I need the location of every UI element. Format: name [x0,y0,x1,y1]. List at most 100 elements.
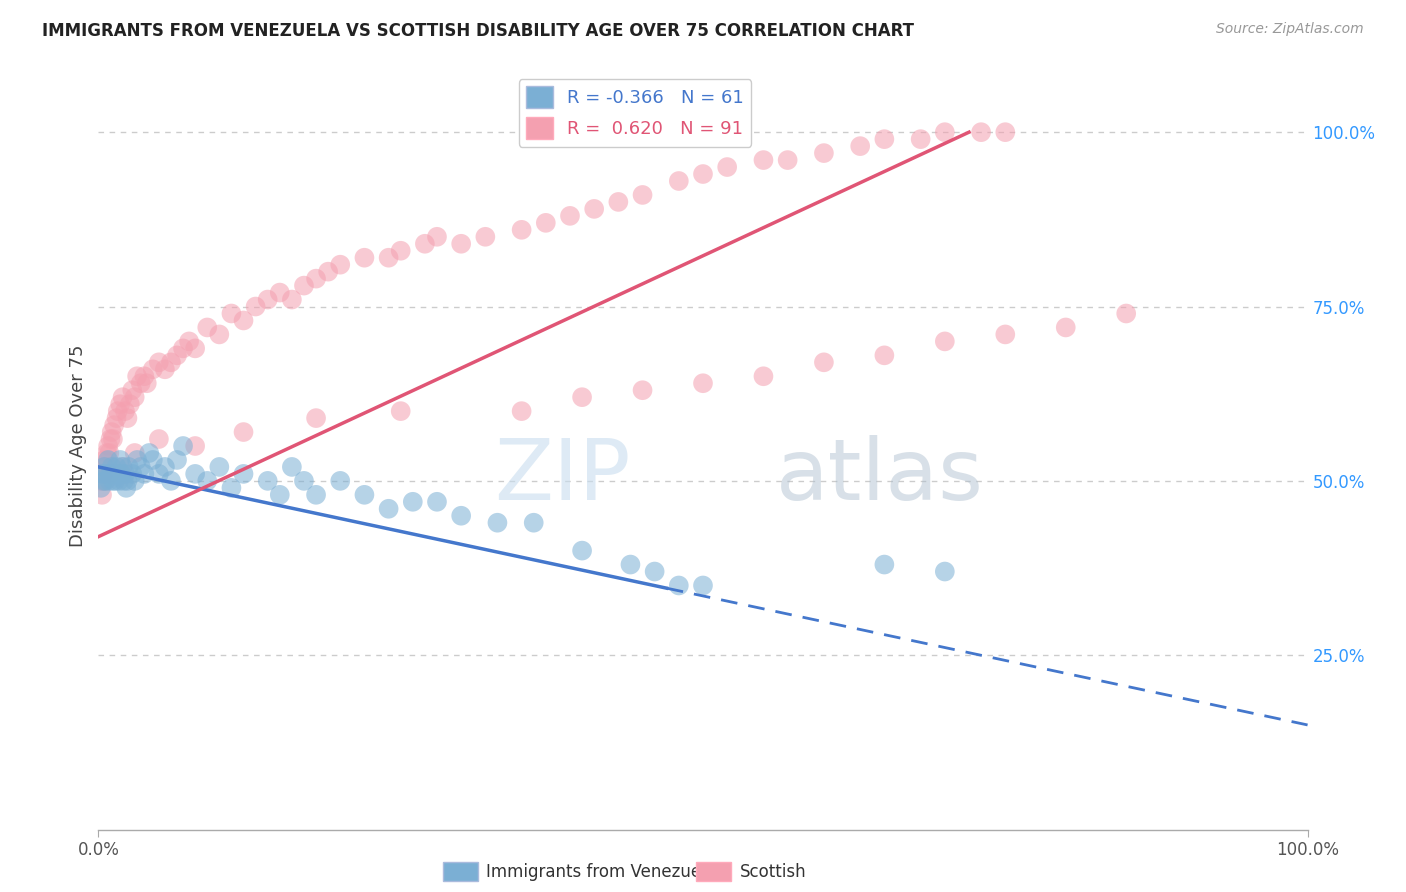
Point [127,369,149,384]
Point [172,439,194,453]
Point [96,467,118,481]
Point [101,432,124,446]
Point [813,146,835,161]
Point [474,229,496,244]
Point [90,481,112,495]
Point [142,453,165,467]
Point [232,313,254,327]
Point [129,459,152,474]
Text: ZIP: ZIP [494,435,630,518]
Point [232,425,254,439]
Point [692,376,714,391]
Point [329,258,352,272]
Point [607,194,630,209]
Point [232,467,254,481]
Point [97,439,120,453]
Point [269,285,291,300]
Point [292,278,315,293]
Point [91,474,114,488]
Point [111,459,134,474]
Point [108,397,131,411]
Point [124,446,146,460]
Point [402,495,425,509]
Point [692,578,714,592]
Point [873,558,896,572]
Point [305,271,328,285]
Point [269,488,291,502]
Point [93,453,115,467]
Point [114,404,136,418]
Point [111,459,134,474]
Point [534,216,557,230]
Point [221,481,243,495]
Point [256,474,278,488]
Point [103,467,125,481]
Point [91,459,114,474]
Point [970,125,993,139]
Point [571,543,593,558]
Point [166,453,188,467]
Point [121,467,143,481]
Point [118,397,141,411]
Point [873,348,896,362]
Point [153,362,176,376]
Point [426,495,449,509]
Point [104,474,127,488]
Point [100,425,122,439]
Point [631,188,654,202]
Point [108,474,131,488]
Point [245,300,267,314]
Point [90,474,112,488]
Point [107,404,129,418]
Point [105,459,128,474]
Point [934,565,956,579]
Point [114,467,136,481]
Point [934,334,956,349]
Point [668,578,690,592]
Text: IMMIGRANTS FROM VENEZUELA VS SCOTTISH DISABILITY AGE OVER 75 CORRELATION CHART: IMMIGRANTS FROM VENEZUELA VS SCOTTISH DI… [42,22,914,40]
Point [121,383,143,397]
Point [172,342,194,356]
Point [1054,320,1077,334]
Point [668,174,690,188]
Point [184,467,207,481]
Point [118,459,141,474]
Point [184,439,207,453]
Point [934,125,956,139]
Point [179,334,201,349]
Point [97,453,120,467]
Point [184,342,207,356]
Point [776,153,799,167]
Point [148,432,170,446]
Point [389,244,412,258]
Point [111,390,134,404]
Point [413,236,436,251]
Point [148,355,170,369]
Point [377,501,399,516]
Point [450,508,472,523]
Point [292,474,315,488]
Point [716,160,738,174]
Point [329,474,352,488]
Point [583,202,606,216]
Point [129,376,152,391]
Point [692,167,714,181]
Point [94,459,117,474]
Point [316,265,339,279]
Point [389,404,412,418]
Point [91,467,114,481]
Point [305,488,328,502]
Point [100,467,122,481]
Point [353,488,375,502]
Point [91,488,114,502]
Point [153,459,176,474]
Point [523,516,546,530]
Point [91,467,114,481]
Point [558,209,581,223]
Point [849,139,872,153]
Point [138,446,160,460]
Point [221,306,243,320]
Point [910,132,932,146]
Point [631,383,654,397]
Point [195,474,218,488]
